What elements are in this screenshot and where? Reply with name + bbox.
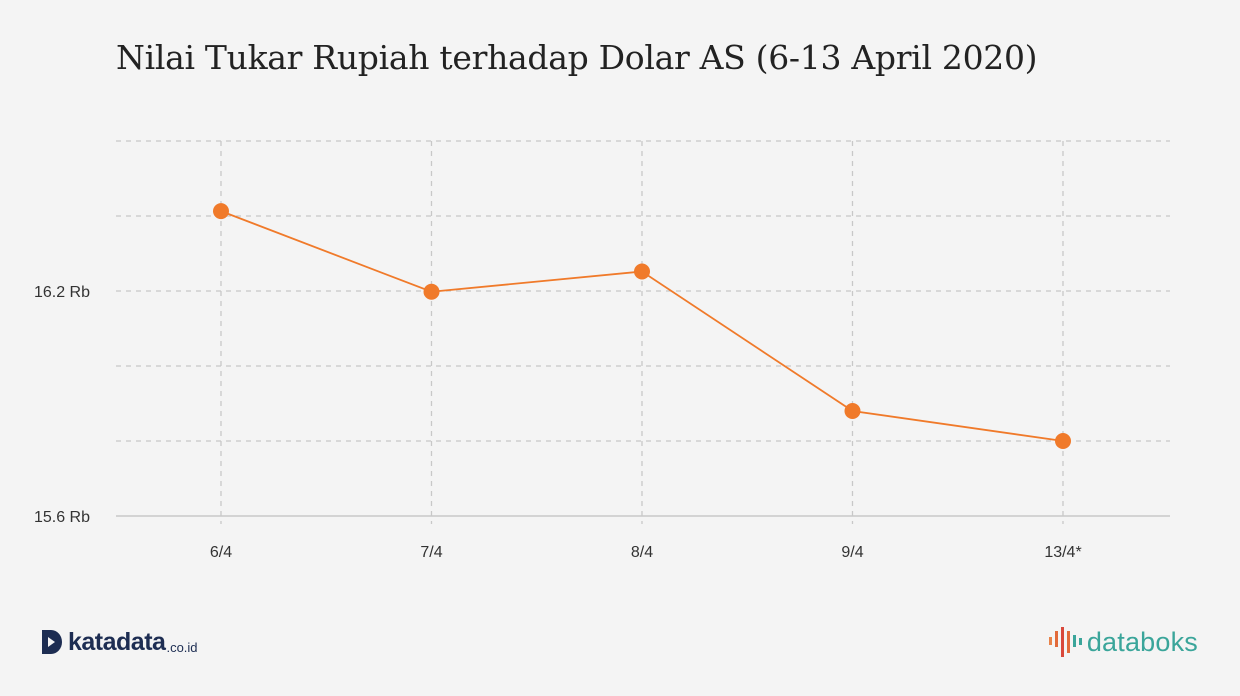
x-tick-label: 7/4 bbox=[420, 544, 442, 561]
data-point bbox=[213, 203, 229, 220]
x-tick-label: 9/4 bbox=[841, 544, 863, 561]
data-point bbox=[634, 263, 650, 280]
x-tick-label: 8/4 bbox=[631, 544, 653, 561]
data-point bbox=[1055, 433, 1071, 449]
databoks-logo-icon bbox=[1048, 627, 1082, 657]
vertical-gridlines bbox=[220, 141, 1064, 524]
data-point bbox=[423, 283, 440, 300]
katadata-logo-icon bbox=[42, 630, 62, 654]
katadata-domain: .co.id bbox=[166, 639, 198, 655]
chart-title: Nilai Tukar Rupiah terhadap Dolar AS (6-… bbox=[116, 38, 1038, 77]
x-tick-label: 6/4 bbox=[210, 544, 232, 561]
y-tick-label: 16.2 Rb bbox=[34, 284, 90, 301]
y-axis-labels: 15.6 Rb 16.2 Rb bbox=[34, 284, 90, 526]
x-tick-label: 13/4* bbox=[1044, 544, 1081, 561]
databoks-brand: databoks bbox=[1086, 626, 1198, 657]
y-tick-label: 15.6 Rb bbox=[34, 509, 90, 526]
data-point bbox=[844, 403, 861, 419]
x-axis-labels: 6/4 7/4 8/4 9/4 13/4* bbox=[210, 544, 1082, 561]
databoks-logo: databoks bbox=[1047, 624, 1198, 660]
katadata-brand: katadata bbox=[68, 627, 166, 656]
katadata-logo: katadata .co.id bbox=[40, 624, 198, 660]
data-points bbox=[213, 203, 1071, 449]
horizontal-gridlines bbox=[116, 140, 1170, 442]
